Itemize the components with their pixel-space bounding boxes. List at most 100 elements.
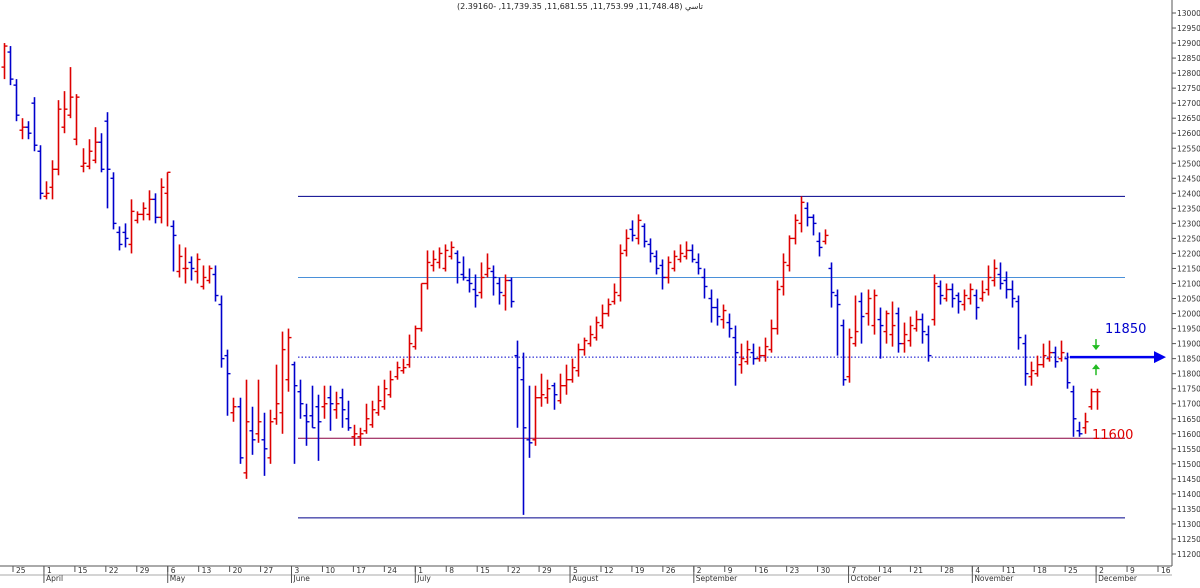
- ohlc-bar: [943, 283, 950, 302]
- y-tick-label: 12400: [1177, 189, 1200, 198]
- x-tick-label: 16: [759, 566, 769, 575]
- y-tick-label: 11300: [1177, 520, 1200, 529]
- ohlc-bar: [822, 229, 829, 245]
- y-tick-label: 11950: [1177, 325, 1200, 334]
- month-label: September: [696, 574, 738, 583]
- ohlc-bar: [466, 268, 473, 293]
- ohlc-bar: [877, 307, 884, 359]
- ohlc-bar: [31, 97, 38, 152]
- ohlc-bar: [357, 427, 364, 446]
- x-tick-label: 20: [233, 566, 243, 575]
- ohlc-bar: [846, 328, 853, 383]
- ohlc-bar: [1058, 340, 1065, 362]
- ohlc-bar: [949, 283, 956, 308]
- ohlc-bar: [224, 349, 231, 416]
- ohlc-bar: [967, 283, 974, 305]
- ohlc-bar: [448, 241, 455, 260]
- month-label: August: [572, 574, 598, 583]
- y-tick-label: 11700: [1177, 400, 1200, 409]
- ohlc-bar: [538, 373, 545, 407]
- ohlc-bar: [599, 304, 606, 329]
- y-tick-label: 12550: [1177, 144, 1200, 153]
- ohlc-bar: [955, 292, 962, 314]
- ohlc-bar: [810, 214, 817, 236]
- ohlc-bar: [635, 214, 642, 245]
- ohlc-bar: [267, 409, 274, 464]
- ohlc-bar: [883, 310, 890, 344]
- x-tick-label: 30: [821, 566, 831, 575]
- ohlc-bar: [25, 121, 32, 140]
- ohlc-bar: [436, 247, 443, 269]
- ohlc-bar: [532, 385, 539, 446]
- ohlc-bar: [991, 259, 998, 287]
- x-tick-label: 27: [264, 566, 274, 575]
- ohlc-bar: [49, 160, 56, 200]
- ohlc-bar: [55, 100, 62, 176]
- x-tick-label: 16: [1161, 566, 1171, 575]
- ohlc-bar: [122, 223, 129, 248]
- ohlc-bar: [363, 403, 370, 434]
- ohlc-bar: [158, 178, 165, 224]
- ohlc-bar: [273, 364, 280, 425]
- ohlc-bar: [164, 171, 171, 227]
- ohlc-bar: [744, 340, 751, 365]
- ohlc-bar: [901, 322, 908, 353]
- ohlc-bar: [1034, 355, 1041, 377]
- ohlc-bar: [708, 289, 715, 323]
- ohlc-bar: [786, 235, 793, 272]
- x-tick-label: 12: [604, 566, 614, 575]
- ohlc-bar: [67, 67, 74, 119]
- y-tick-label: 11250: [1177, 535, 1200, 544]
- y-tick-label: 12900: [1177, 39, 1200, 48]
- y-tick-label: 11200: [1177, 550, 1200, 559]
- pivot-arrow-head: [1154, 351, 1166, 364]
- x-tick-label: 22: [109, 566, 119, 575]
- ohlc-bar: [146, 190, 153, 221]
- x-tick-label: 29: [140, 566, 150, 575]
- ohlc-bar: [720, 304, 727, 329]
- y-tick-label: 12650: [1177, 114, 1200, 123]
- y-tick-label: 11800: [1177, 370, 1200, 379]
- ohlc-bar: [544, 379, 551, 404]
- ohlc-bar: [73, 94, 80, 146]
- ohlc-bar: [889, 301, 896, 347]
- ohlc-bar: [345, 400, 352, 431]
- x-tick-label: 21: [913, 566, 923, 575]
- y-axis: 11200 11250 11300 11350 11400 11450 11500 11550…: [1171, 0, 1200, 566]
- ohlc-bar: [116, 226, 123, 251]
- ohlc-bar: [369, 400, 376, 428]
- y-tick-label: 11450: [1177, 475, 1200, 484]
- ohlc-bar: [726, 313, 733, 338]
- x-tick-label: 25: [1068, 566, 1078, 575]
- ohlc-bar: [738, 343, 745, 374]
- x-tick-label: 23: [790, 566, 800, 575]
- y-tick-label: 11750: [1177, 385, 1200, 394]
- month-label: November: [974, 574, 1014, 583]
- ohlc-bar: [460, 256, 467, 281]
- x-tick-label: 8: [449, 566, 454, 575]
- ohlc-bar: [194, 253, 201, 284]
- ohlc-bar: [804, 202, 811, 227]
- ohlc-bar: [979, 280, 986, 302]
- ohlc-bar: [442, 244, 449, 272]
- ohlc-bar: [895, 307, 902, 353]
- ohlc-bar: [973, 289, 980, 320]
- ohlc-bar: [768, 319, 775, 353]
- ohlc-bar: [756, 346, 763, 362]
- y-tick-label: 12050: [1177, 295, 1200, 304]
- ohlc-bar: [230, 397, 237, 422]
- x-tick-label: 15: [480, 566, 490, 575]
- ohlc-bar: [37, 145, 44, 200]
- ohlc-bar: [641, 223, 648, 248]
- ohlc-bar: [575, 343, 582, 377]
- ohlc-bar: [430, 250, 437, 272]
- ohlc-bar: [514, 340, 521, 428]
- y-tick-label: 12350: [1177, 204, 1200, 213]
- y-tick-label: 11350: [1177, 505, 1200, 514]
- month-label: July: [416, 574, 431, 583]
- ohlc-bar: [508, 277, 515, 308]
- y-tick-label: 11500: [1177, 460, 1200, 469]
- ohlc-bar: [997, 262, 1004, 290]
- ohlc-bar: [569, 358, 576, 383]
